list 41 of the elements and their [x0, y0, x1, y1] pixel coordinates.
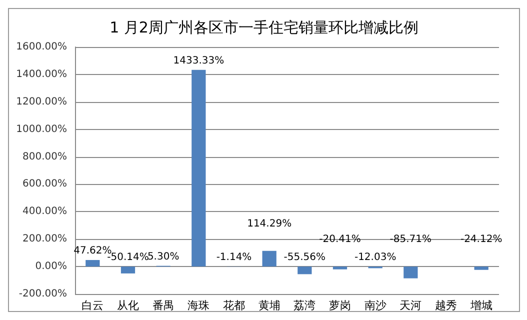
y-tick-label: -200.00% — [18, 288, 67, 300]
y-tick-label: 1000.00% — [16, 124, 67, 135]
y-tick-label: 0.00% — [35, 261, 67, 272]
data-label: -20.41% — [319, 234, 361, 246]
bar — [262, 250, 276, 267]
x-tick-label: 萝岗 — [329, 299, 351, 312]
x-tick-label: 荔湾 — [294, 299, 316, 312]
x-tick-label: 天河 — [400, 299, 422, 312]
y-tick-label: 1400.00% — [16, 68, 67, 80]
data-label: 114.29% — [247, 218, 292, 230]
data-label: -1.14% — [216, 252, 252, 264]
x-tick-label: 黄埔 — [258, 299, 280, 312]
bar — [86, 260, 100, 267]
x-tick-label: 白云 — [82, 299, 104, 312]
x-tick-label: 越秀 — [435, 299, 457, 312]
x-tick-label: 增城 — [469, 299, 492, 312]
data-label: -24.12% — [460, 234, 502, 246]
y-tick-label: 600.00% — [22, 178, 67, 190]
data-label: -12.03% — [354, 252, 396, 264]
data-label: 1433.33% — [173, 55, 224, 66]
y-tick-label: 200.00% — [22, 234, 67, 245]
y-tick-label: 1200.00% — [16, 96, 67, 108]
bar — [298, 266, 312, 274]
x-tick-label: 番禺 — [152, 299, 174, 312]
bar — [474, 266, 488, 270]
bar — [120, 266, 136, 274]
y-tick-label: 1600.00% — [16, 42, 67, 52]
data-label: -85.71% — [390, 234, 432, 246]
y-tick-label: 800.00% — [22, 151, 67, 162]
x-tick-label: 花都 — [223, 299, 245, 312]
data-label: 5.30% — [147, 251, 180, 262]
bar — [404, 266, 418, 278]
x-tick-label: 从化 — [117, 299, 139, 312]
chart-title: 1 月2周广州各区市一手住宅销量环比增减比例 — [110, 18, 418, 36]
data-label: -55.56% — [284, 252, 326, 264]
x-tick-label: 南沙 — [364, 299, 386, 312]
y-tick-label: 400.00% — [22, 206, 67, 218]
bar — [192, 70, 206, 267]
bar — [332, 266, 348, 270]
x-tick-label: 海珠 — [188, 299, 210, 312]
data-label: -50.14% — [107, 252, 149, 264]
